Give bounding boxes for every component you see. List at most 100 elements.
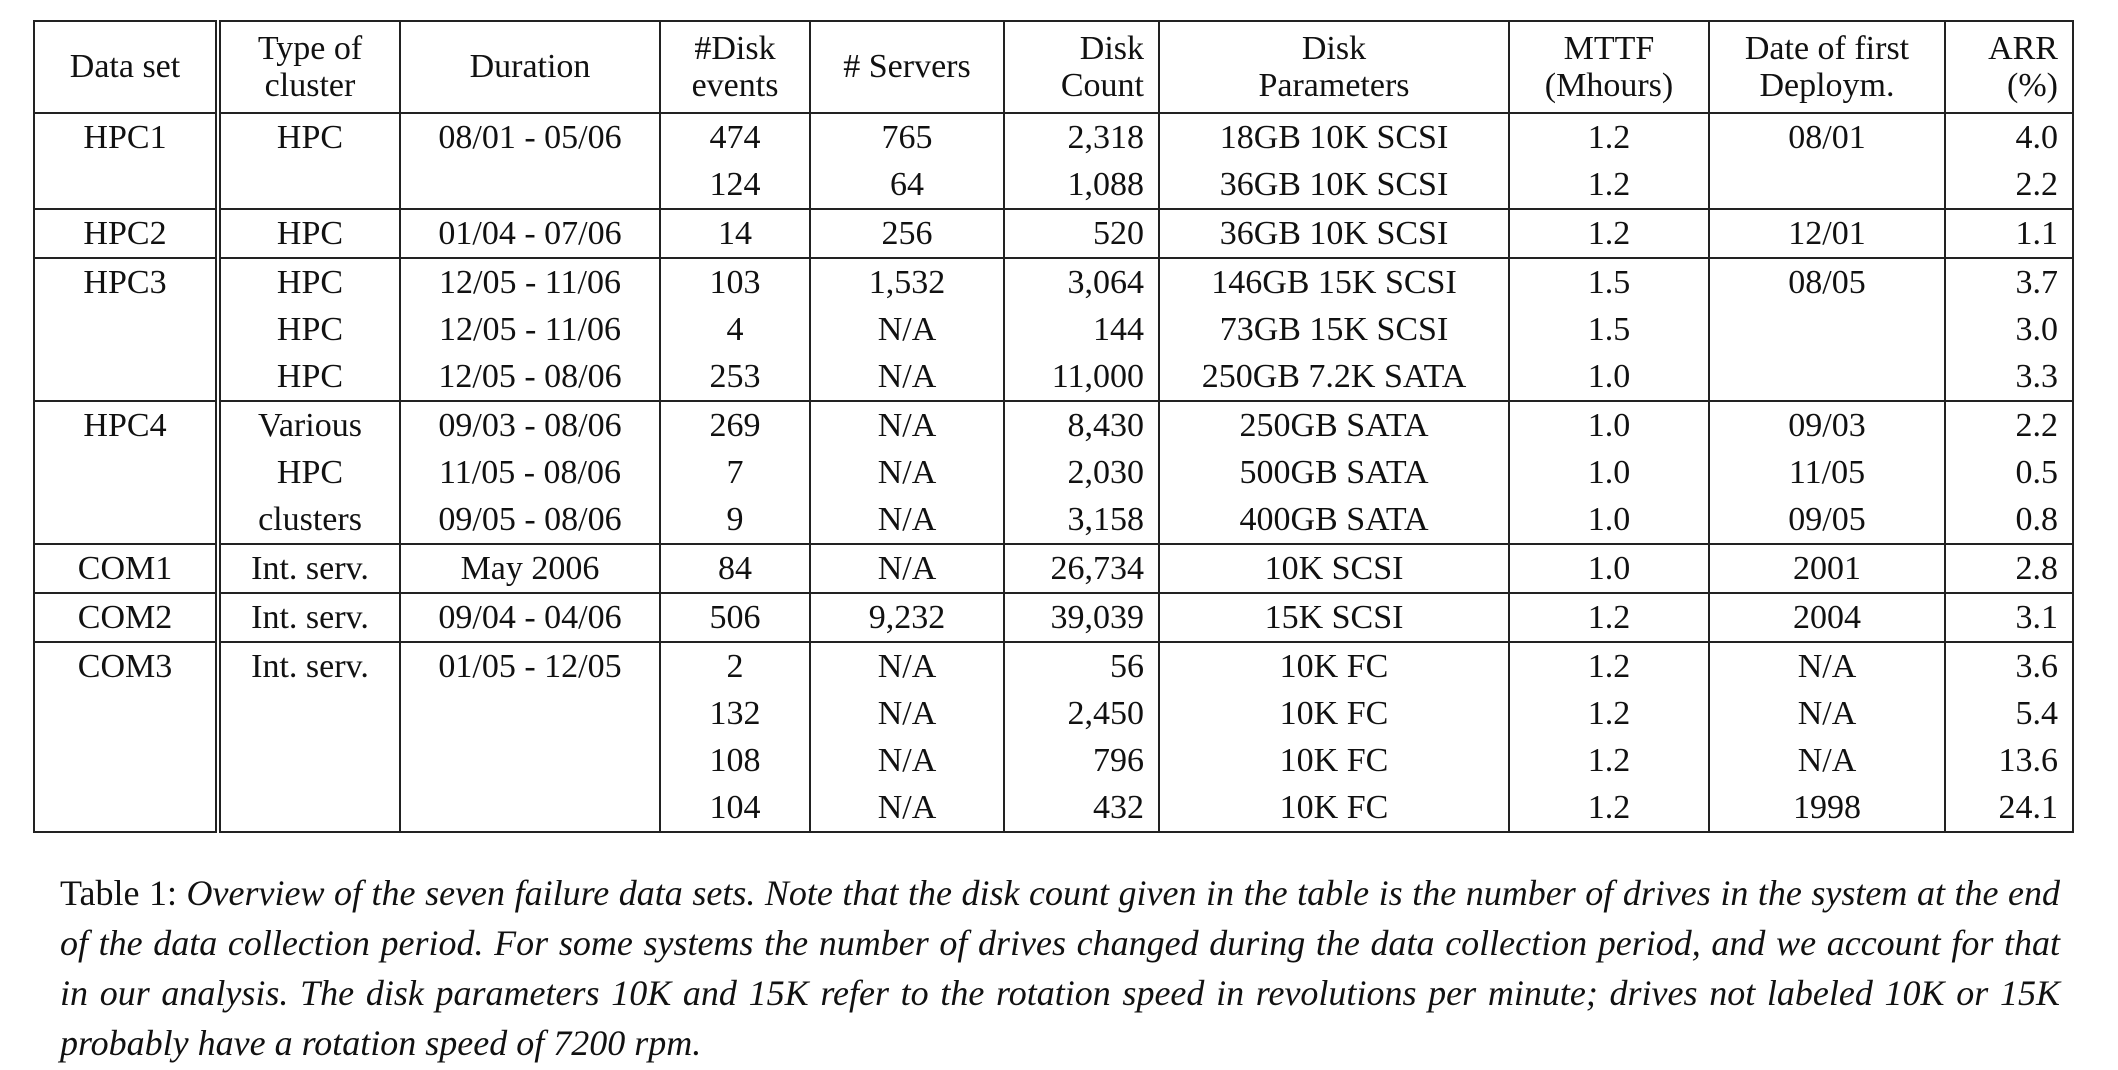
- table-row: 124 64 1,088 36GB 10K SCSI 1.2 2.2: [33, 161, 2074, 210]
- table-row: COM3 Int. serv. 01/05 - 12/05 2 N/A 56 10K FC 1…: [33, 642, 2074, 690]
- cell-duration: 12/05 - 11/06: [399, 258, 661, 306]
- cell-disk-events: 14: [659, 209, 811, 259]
- cell-cluster-type: HPC: [217, 449, 401, 496]
- cell-mttf: 1.0: [1508, 496, 1710, 545]
- table-row: HPC 12/05 - 11/06 4 N/A 144 73GB 15K SCSI 1.5 3…: [33, 306, 2074, 353]
- cell-cluster-type: Int. serv.: [217, 593, 401, 643]
- header-row: Data set Type of cluster Duration #Disk event…: [33, 20, 2074, 114]
- cell-disk-count: 2,450: [1003, 690, 1160, 737]
- header-line: (Mhours): [1544, 67, 1674, 104]
- cell-arr: 5.4: [1944, 690, 2074, 737]
- cell-data-set: HPC2: [33, 209, 221, 259]
- cell-mttf: 1.0: [1508, 544, 1710, 594]
- cell-arr: 3.1: [1944, 593, 2074, 643]
- cell-duration: 01/04 - 07/06: [399, 209, 661, 259]
- cell-arr: 4.0: [1944, 113, 2074, 161]
- header-mttf: MTTF (Mhours): [1508, 20, 1710, 114]
- cell-cluster-type: [217, 737, 401, 784]
- header-line: Type of: [257, 29, 363, 67]
- header-line: Count: [1060, 67, 1144, 104]
- cell-disk-parameters: 73GB 15K SCSI: [1158, 306, 1510, 353]
- cell-arr: 3.6: [1944, 642, 2074, 690]
- cell-servers: N/A: [809, 784, 1005, 833]
- cell-cluster-type: HPC: [217, 113, 401, 161]
- cell-data-set: COM1: [33, 544, 221, 594]
- cell-servers: N/A: [809, 306, 1005, 353]
- cell-mttf: 1.2: [1508, 784, 1710, 833]
- cell-arr: 1.1: [1944, 209, 2074, 259]
- cell-first-deployment: 2001: [1708, 544, 1946, 594]
- header-line: Date of first: [1744, 29, 1910, 67]
- failure-data-table-container: Data set Type of cluster Duration #Disk event…: [33, 20, 2074, 833]
- cell-disk-count: 520: [1003, 209, 1160, 259]
- cell-disk-parameters: 400GB SATA: [1158, 496, 1510, 545]
- cell-data-set: HPC1: [33, 113, 221, 161]
- cell-mttf: 1.2: [1508, 113, 1710, 161]
- header-line: (%): [2007, 67, 2058, 104]
- cell-duration: 09/04 - 04/06: [399, 593, 661, 643]
- cell-data-set: [33, 161, 221, 210]
- cell-disk-count: 144: [1003, 306, 1160, 353]
- cell-disk-count: 26,734: [1003, 544, 1160, 594]
- cell-duration: [399, 690, 661, 737]
- cell-data-set: COM2: [33, 593, 221, 643]
- cell-first-deployment: 1998: [1708, 784, 1946, 833]
- cell-arr: 2.2: [1944, 401, 2074, 449]
- cell-disk-parameters: 15K SCSI: [1158, 593, 1510, 643]
- cell-duration: 01/05 - 12/05: [399, 642, 661, 690]
- cell-data-set: COM3: [33, 642, 221, 690]
- cell-mttf: 1.5: [1508, 306, 1710, 353]
- cell-disk-parameters: 36GB 10K SCSI: [1158, 161, 1510, 210]
- cell-disk-parameters: 10K FC: [1158, 784, 1510, 833]
- cell-mttf: 1.0: [1508, 449, 1710, 496]
- cell-servers: 256: [809, 209, 1005, 259]
- cell-data-set: HPC3: [33, 258, 221, 306]
- cell-cluster-type: Int. serv.: [217, 544, 401, 594]
- header-disk-count: Disk Count: [1003, 20, 1160, 114]
- cell-disk-events: 7: [659, 449, 811, 496]
- cell-servers: 765: [809, 113, 1005, 161]
- cell-disk-parameters: 10K FC: [1158, 737, 1510, 784]
- cell-mttf: 1.2: [1508, 642, 1710, 690]
- cell-duration: 08/01 - 05/06: [399, 113, 661, 161]
- cell-mttf: 1.0: [1508, 401, 1710, 449]
- cell-cluster-type: HPC: [217, 209, 401, 259]
- cell-duration: [399, 737, 661, 784]
- cell-duration: May 2006: [399, 544, 661, 594]
- cell-disk-events: 108: [659, 737, 811, 784]
- header-first-deployment: Date of first Deploym.: [1708, 20, 1946, 114]
- table-row: COM2 Int. serv. 09/04 - 04/06 506 9,232 39,03…: [33, 593, 2074, 643]
- header-line: cluster: [264, 67, 356, 104]
- cell-duration: 09/05 - 08/06: [399, 496, 661, 545]
- failure-data-table: Data set Type of cluster Duration #Disk event…: [33, 20, 2074, 833]
- cell-first-deployment: 2004: [1708, 593, 1946, 643]
- cell-disk-events: 104: [659, 784, 811, 833]
- cell-servers: 64: [809, 161, 1005, 210]
- cell-disk-count: 432: [1003, 784, 1160, 833]
- table-row: clusters 09/05 - 08/06 9 N/A 3,158 400GB SATA…: [33, 496, 2074, 545]
- cell-arr: 13.6: [1944, 737, 2074, 784]
- caption-text: Overview of the seven failure data sets.…: [60, 873, 2060, 1063]
- cell-first-deployment: [1708, 161, 1946, 210]
- cell-data-set: [33, 353, 221, 402]
- cell-servers: N/A: [809, 642, 1005, 690]
- table-row: 108 N/A 796 10K FC 1.2 N/A 13.6: [33, 737, 2074, 784]
- cell-disk-events: 4: [659, 306, 811, 353]
- cell-first-deployment: 11/05: [1708, 449, 1946, 496]
- cell-cluster-type: HPC: [217, 258, 401, 306]
- cell-servers: N/A: [809, 401, 1005, 449]
- cell-disk-events: 269: [659, 401, 811, 449]
- cell-servers: 9,232: [809, 593, 1005, 643]
- cell-mttf: 1.0: [1508, 353, 1710, 402]
- cell-cluster-type: Int. serv.: [217, 642, 401, 690]
- cell-first-deployment: 09/03: [1708, 401, 1946, 449]
- cell-duration: 09/03 - 08/06: [399, 401, 661, 449]
- header-line: Parameters: [1258, 67, 1410, 104]
- cell-disk-count: 796: [1003, 737, 1160, 784]
- cell-mttf: 1.2: [1508, 209, 1710, 259]
- cell-data-set: [33, 306, 221, 353]
- header-disk-events: #Disk events: [659, 20, 811, 114]
- cell-arr: 3.0: [1944, 306, 2074, 353]
- table-row: HPC1 HPC 08/01 - 05/06 474 765 2,318 18GB 10K …: [33, 113, 2074, 161]
- cell-data-set: [33, 690, 221, 737]
